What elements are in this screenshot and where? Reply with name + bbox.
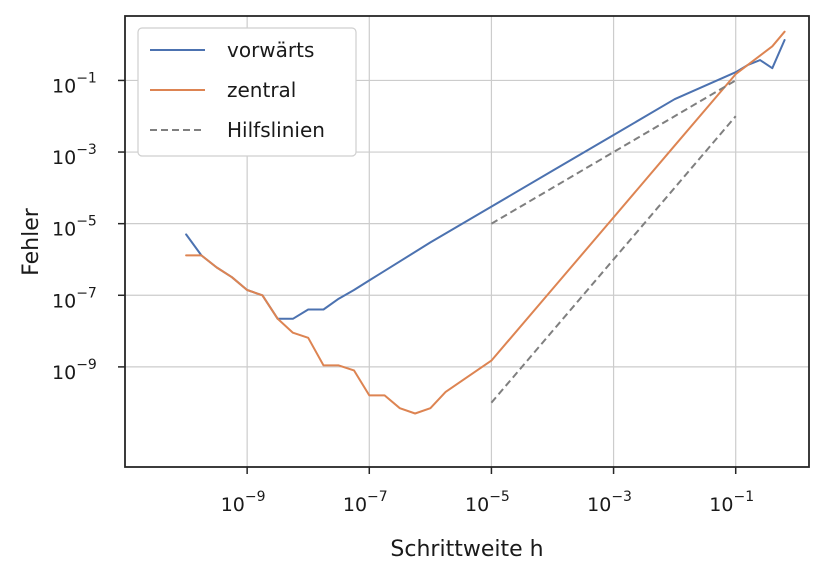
series-line-zentral xyxy=(185,30,786,415)
y-tick-label: 10−5 xyxy=(52,214,97,241)
grid-layer xyxy=(125,16,809,467)
legend-label: vorwärts xyxy=(227,38,314,62)
legend-label: zentral xyxy=(227,78,296,102)
y-tick-label: 10−7 xyxy=(52,285,97,312)
series-line-hilfslinie-2 xyxy=(490,115,737,404)
x-axis-title: Schrittweite h xyxy=(390,537,543,562)
series-line-hilfslinien xyxy=(490,79,737,225)
x-tick-label: 10−7 xyxy=(343,489,388,516)
legend-items: vorwärts zentral Hilfslinien xyxy=(150,38,325,142)
plot-frame xyxy=(124,15,810,468)
legend: vorwärts zentral Hilfslinien xyxy=(137,27,357,157)
x-tick-label: 10−5 xyxy=(465,489,510,516)
x-tick-label: 10−9 xyxy=(221,489,266,516)
legend-label: Hilfslinien xyxy=(227,118,325,142)
y-axis-title: Fehler xyxy=(19,207,44,276)
x-tick-label: 10−3 xyxy=(587,489,632,516)
y-tick-label: 10−1 xyxy=(52,70,97,97)
y-tick-label: 10−3 xyxy=(52,142,97,169)
legend-box xyxy=(137,27,357,157)
x-tick-label: 10−1 xyxy=(709,489,754,516)
y-tick-label: 10−9 xyxy=(52,357,97,384)
tick-layer: 10−9 10−7 10−5 10−3 10−1 10−9 10−7 10−5 10−3 10−1 xyxy=(52,70,754,516)
series-layer xyxy=(185,30,786,415)
